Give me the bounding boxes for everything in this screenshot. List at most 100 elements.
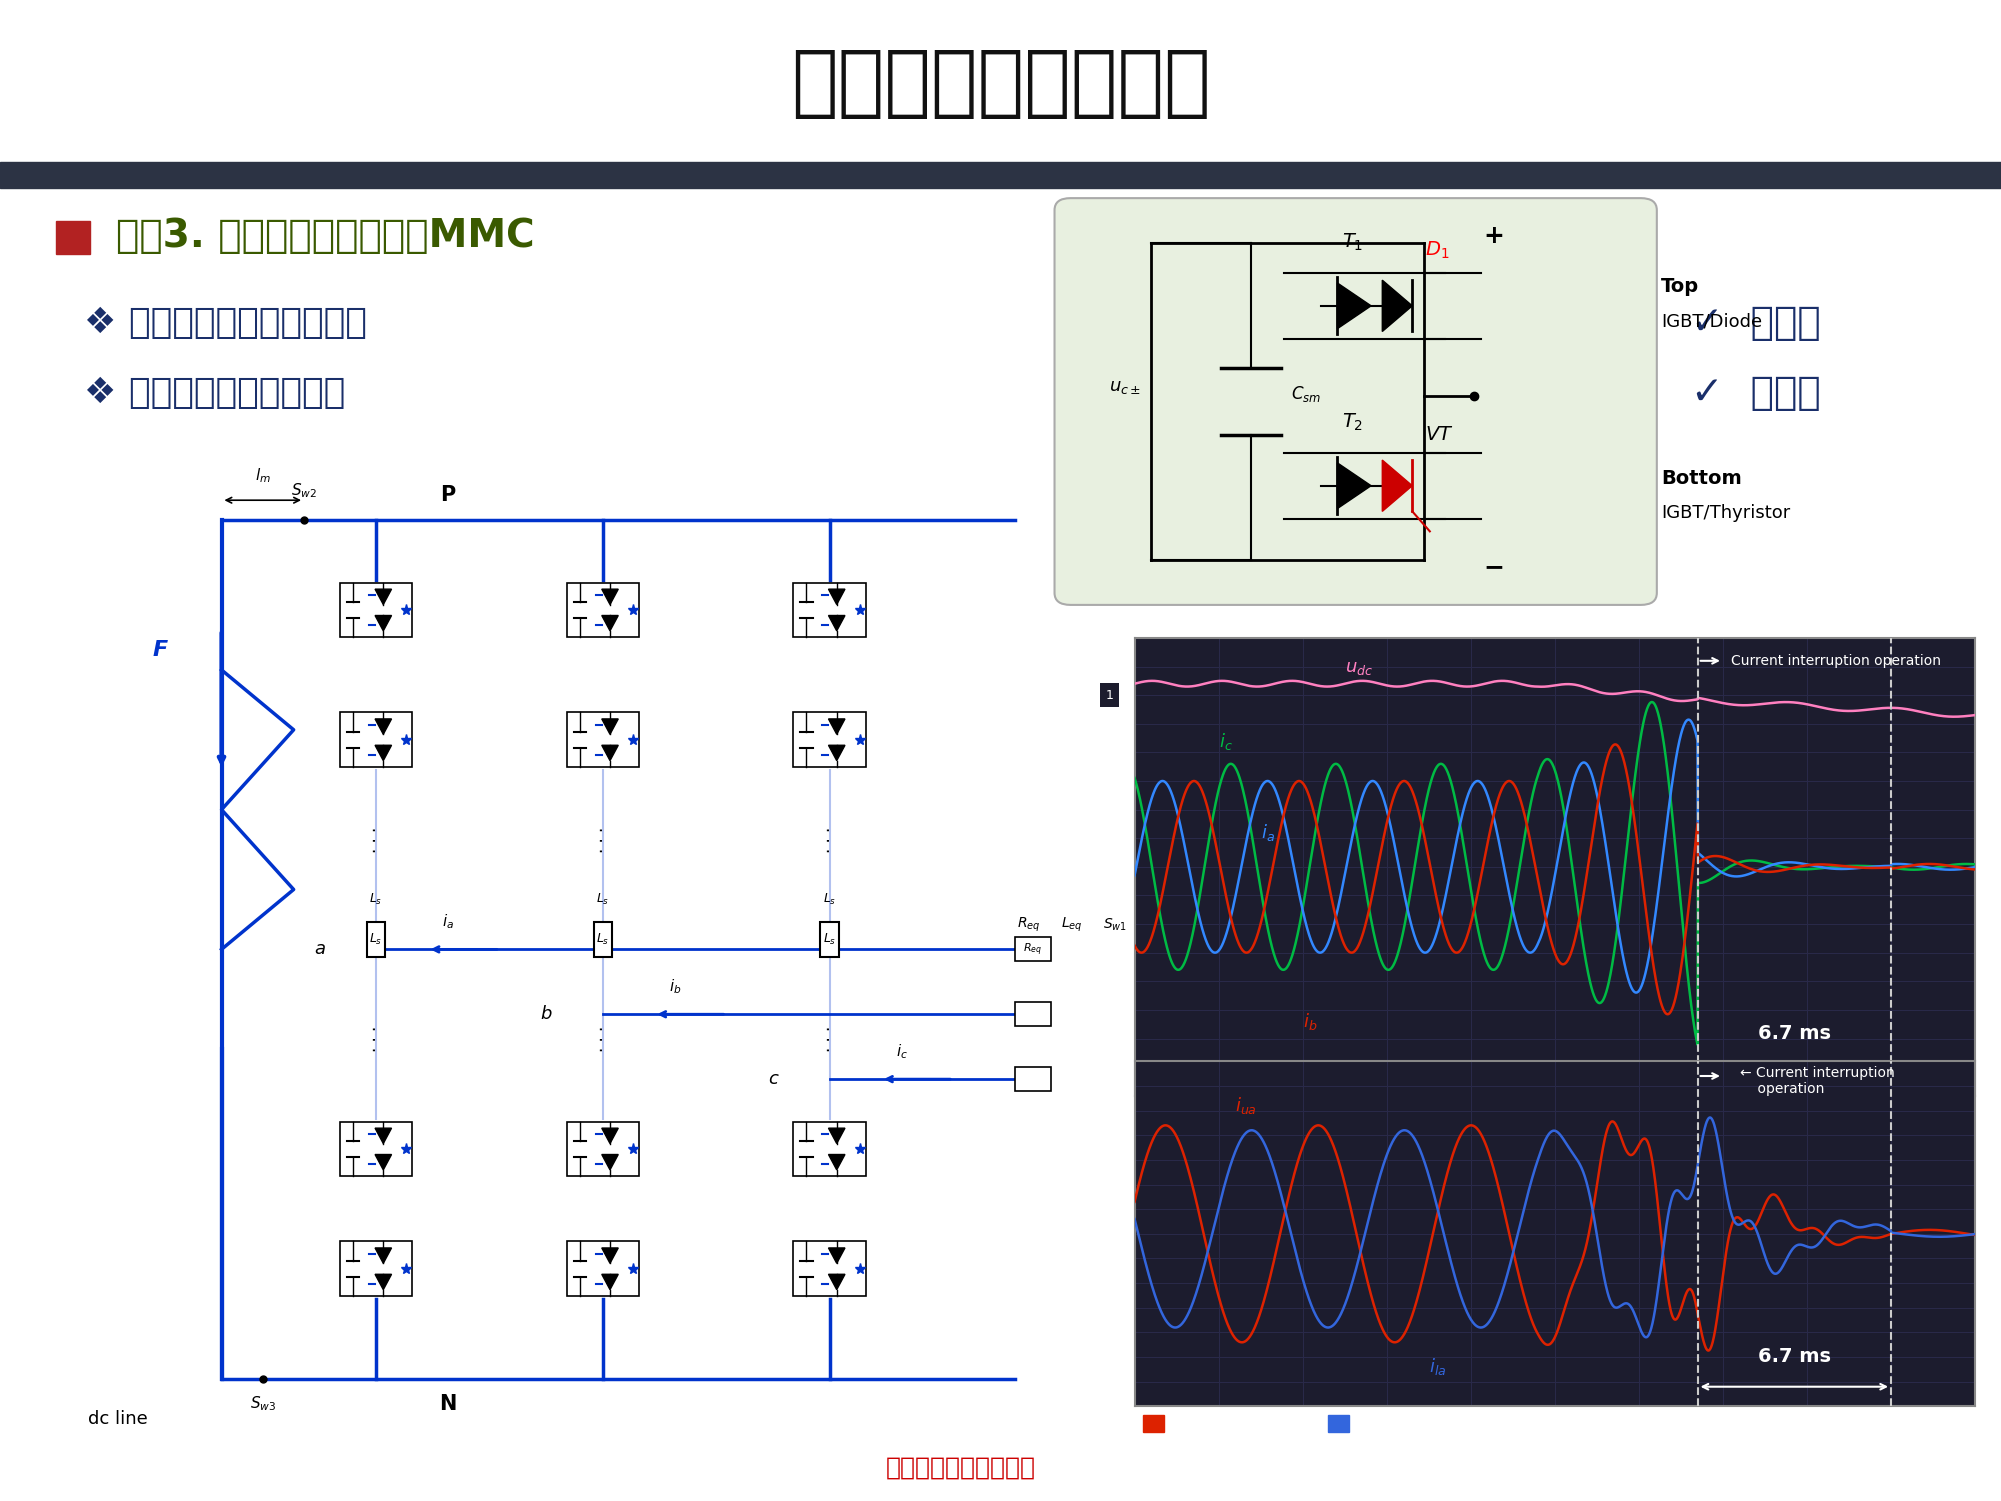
Text: $e_c$: $e_c$ bbox=[1201, 1063, 1217, 1076]
Text: $L_s$: $L_s$ bbox=[596, 932, 610, 947]
Text: $R_{eq}$: $R_{eq}$ bbox=[1017, 916, 1041, 934]
Text: ← Current interruption
    operation: ← Current interruption operation bbox=[1739, 1066, 1895, 1096]
Text: · · ·: · · · bbox=[366, 827, 384, 853]
Text: a: a bbox=[314, 941, 324, 958]
Polygon shape bbox=[374, 1154, 392, 1169]
Text: b: b bbox=[540, 1006, 552, 1024]
Text: IGBT/Thyristor: IGBT/Thyristor bbox=[1661, 503, 1791, 521]
Polygon shape bbox=[602, 1247, 618, 1264]
Polygon shape bbox=[1383, 459, 1413, 512]
Text: +: + bbox=[1483, 224, 1505, 248]
Polygon shape bbox=[374, 719, 392, 734]
Bar bbox=[340, 713, 412, 767]
Text: · · ·: · · · bbox=[594, 1027, 612, 1052]
Text: · · ·: · · · bbox=[594, 827, 612, 853]
Text: $R_{eq}$: $R_{eq}$ bbox=[1021, 940, 1045, 959]
Text: 1  2.00 A: 1 2.00 A bbox=[1169, 1106, 1225, 1120]
Bar bbox=[1143, 1121, 1165, 1138]
Text: Top: Top bbox=[1661, 278, 1699, 296]
Polygon shape bbox=[828, 719, 844, 734]
Bar bbox=[1329, 1121, 1349, 1138]
Text: $L_{eq}$: $L_{eq}$ bbox=[1061, 916, 1083, 934]
Polygon shape bbox=[1337, 284, 1371, 329]
Text: $e_b$: $e_b$ bbox=[1201, 997, 1217, 1012]
Circle shape bbox=[1145, 929, 1185, 970]
Bar bbox=[340, 1121, 412, 1177]
Text: $L_s$: $L_s$ bbox=[822, 893, 836, 908]
Bar bbox=[1329, 1415, 1349, 1432]
Bar bbox=[1015, 1003, 1051, 1027]
Text: 2  1.00 A: 2 1.00 A bbox=[1353, 1417, 1409, 1430]
Bar bbox=[566, 582, 638, 638]
Text: 方法3. 基于反并联晶闸管的MMC: 方法3. 基于反并联晶闸管的MMC bbox=[116, 216, 534, 255]
Bar bbox=[566, 1241, 638, 1297]
Text: $C_{sm}$: $C_{sm}$ bbox=[1291, 384, 1321, 404]
Text: N: N bbox=[440, 1393, 456, 1414]
Text: $i_{ua}$: $i_{ua}$ bbox=[1235, 1094, 1257, 1115]
Text: F: F bbox=[152, 639, 168, 660]
Bar bbox=[1143, 1105, 1165, 1121]
Text: dc line: dc line bbox=[88, 1409, 148, 1427]
Text: ✓  低损耗: ✓ 低损耗 bbox=[1691, 303, 1821, 342]
FancyBboxPatch shape bbox=[1055, 198, 1657, 605]
Text: $S_{w1}$: $S_{w1}$ bbox=[1103, 916, 1127, 932]
Text: ❖ 电流过零自然清除故障: ❖ 电流过零自然清除故障 bbox=[84, 377, 346, 410]
Polygon shape bbox=[828, 1129, 844, 1144]
Text: O: O bbox=[1193, 1004, 1209, 1024]
Text: $T_1$: $T_1$ bbox=[1341, 233, 1363, 254]
Text: 6.7 ms: 6.7 ms bbox=[1757, 1024, 1831, 1043]
Text: 6.7 ms: 6.7 ms bbox=[1757, 1346, 1831, 1366]
Text: 直流侧短路故障保护: 直流侧短路故障保护 bbox=[790, 45, 1211, 120]
Polygon shape bbox=[602, 1154, 618, 1169]
Text: $VT$: $VT$ bbox=[1425, 425, 1455, 444]
Text: IGBT/Diode: IGBT/Diode bbox=[1661, 312, 1763, 330]
Text: 4  50.0 V: 4 50.0 V bbox=[1353, 1123, 1409, 1136]
Text: $L_s$: $L_s$ bbox=[370, 932, 382, 947]
Bar bbox=[1329, 1105, 1349, 1121]
Polygon shape bbox=[1337, 462, 1371, 509]
Text: $e_a$: $e_a$ bbox=[1145, 917, 1161, 932]
Polygon shape bbox=[828, 1247, 844, 1264]
Text: $L_s$: $L_s$ bbox=[596, 893, 610, 908]
Bar bbox=[340, 582, 412, 638]
Polygon shape bbox=[374, 1247, 392, 1264]
Bar bbox=[0, 162, 2001, 188]
Text: $i_{la}$: $i_{la}$ bbox=[1429, 1355, 1447, 1376]
Circle shape bbox=[1145, 1060, 1185, 1099]
Text: $i_b$: $i_b$ bbox=[1303, 1012, 1317, 1033]
Polygon shape bbox=[828, 615, 844, 630]
Text: $D_1$: $D_1$ bbox=[1425, 240, 1449, 261]
Text: · · ·: · · · bbox=[820, 1027, 838, 1052]
Polygon shape bbox=[374, 1274, 392, 1289]
Text: Bottom: Bottom bbox=[1661, 468, 1741, 488]
Polygon shape bbox=[828, 1154, 844, 1169]
Polygon shape bbox=[828, 746, 844, 761]
Text: $S_{w3}$: $S_{w3}$ bbox=[250, 1394, 276, 1412]
Text: $l_m$: $l_m$ bbox=[254, 465, 270, 485]
Text: −: − bbox=[1483, 555, 1505, 579]
Polygon shape bbox=[602, 1129, 618, 1144]
Bar bbox=[794, 1121, 866, 1177]
Bar bbox=[340, 1241, 412, 1297]
Polygon shape bbox=[374, 1129, 392, 1144]
Circle shape bbox=[1145, 994, 1185, 1034]
Text: $R_{eq}$: $R_{eq}$ bbox=[1023, 941, 1043, 958]
Text: 2  2.00 A: 2 2.00 A bbox=[1353, 1106, 1409, 1120]
Text: 《电工技术学报》发布: 《电工技术学报》发布 bbox=[886, 1456, 1035, 1480]
Bar bbox=[1143, 1415, 1165, 1432]
Text: $i_c$: $i_c$ bbox=[1219, 731, 1233, 752]
Text: c: c bbox=[768, 1070, 778, 1088]
Bar bbox=[794, 1241, 866, 1297]
Bar bbox=[566, 713, 638, 767]
Bar bbox=[594, 922, 612, 956]
Text: $e_a$: $e_a$ bbox=[1201, 932, 1217, 947]
Bar bbox=[820, 922, 838, 956]
Polygon shape bbox=[828, 1274, 844, 1289]
Text: 3  2.00 A: 3 2.00 A bbox=[1169, 1123, 1225, 1136]
Text: $u_{dc}$: $u_{dc}$ bbox=[1345, 659, 1373, 677]
Text: $i_a$: $i_a$ bbox=[1261, 823, 1275, 844]
Polygon shape bbox=[374, 615, 392, 630]
Polygon shape bbox=[828, 590, 844, 605]
Text: Current interruption operation: Current interruption operation bbox=[1731, 654, 1941, 668]
Text: 1: 1 bbox=[1105, 689, 1113, 701]
